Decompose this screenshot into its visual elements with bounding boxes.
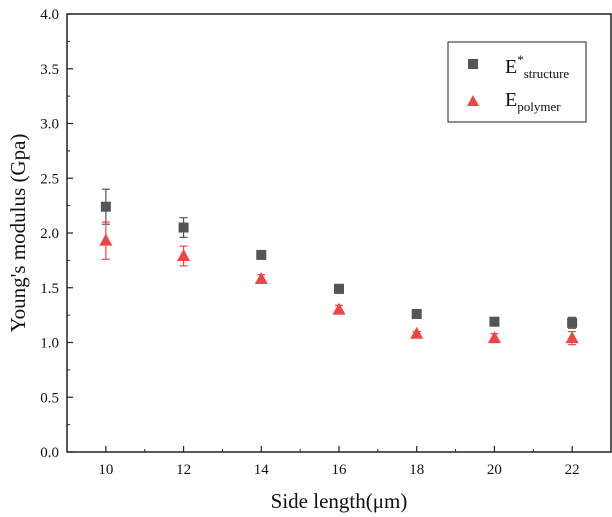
- data-point-structure: [256, 249, 267, 260]
- data-point-structure: [178, 222, 189, 233]
- data-point-structure: [567, 317, 578, 328]
- data-point-structure: [411, 309, 422, 320]
- data-point-structure: [334, 283, 344, 294]
- x-tick-label: 16: [332, 462, 348, 478]
- x-tick-label: 10: [98, 462, 113, 478]
- y-tick-label: 0.0: [40, 445, 59, 461]
- data-point-polymer: [332, 302, 346, 315]
- legend-box: [447, 41, 587, 123]
- x-tick-label: 18: [409, 462, 424, 478]
- data-point-structure: [489, 316, 500, 327]
- data-point-polymer: [565, 331, 579, 344]
- data-point-polymer: [254, 271, 268, 284]
- data-point-polymer: [410, 326, 424, 339]
- legend-label-structure: E*structure: [505, 52, 569, 81]
- y-tick-label: 1.5: [40, 281, 59, 297]
- data-point-polymer: [99, 233, 113, 246]
- data-point-polymer: [487, 331, 501, 344]
- y-tick-label: 3.5: [40, 62, 59, 78]
- y-axis-ticks: 0.0 0.5 1.0 1.5 2.0 2.5 3.0 3.5 4.0: [40, 7, 73, 461]
- y-axis-title: Young's modulus (Gpa): [6, 134, 30, 333]
- y-tick-label: 4.0: [40, 7, 59, 23]
- x-axis-ticks: 10 12 14 16 18 20 22: [98, 446, 580, 478]
- legend-marker-triangle: [467, 95, 479, 106]
- x-tick-label: 22: [565, 462, 580, 478]
- x-tick-label: 12: [176, 462, 191, 478]
- data-point-structure: [100, 201, 111, 212]
- data-series: [99, 188, 579, 346]
- y-tick-label: 1.0: [40, 336, 59, 352]
- legend-marker-square: [468, 59, 478, 69]
- x-tick-label: 14: [254, 462, 270, 478]
- legend-label-polymer: Epolymer: [505, 89, 561, 114]
- x-tick-label: 20: [487, 462, 502, 478]
- y-tick-label: 2.5: [40, 171, 59, 187]
- y-tick-label: 2.0: [40, 226, 59, 242]
- y-tick-label: 3.0: [40, 117, 59, 133]
- x-axis-title: Side length(μm): [271, 489, 408, 513]
- y-tick-label: 0.5: [40, 390, 59, 406]
- data-point-polymer: [177, 248, 191, 261]
- legend: E*structure Epolymer: [447, 41, 587, 123]
